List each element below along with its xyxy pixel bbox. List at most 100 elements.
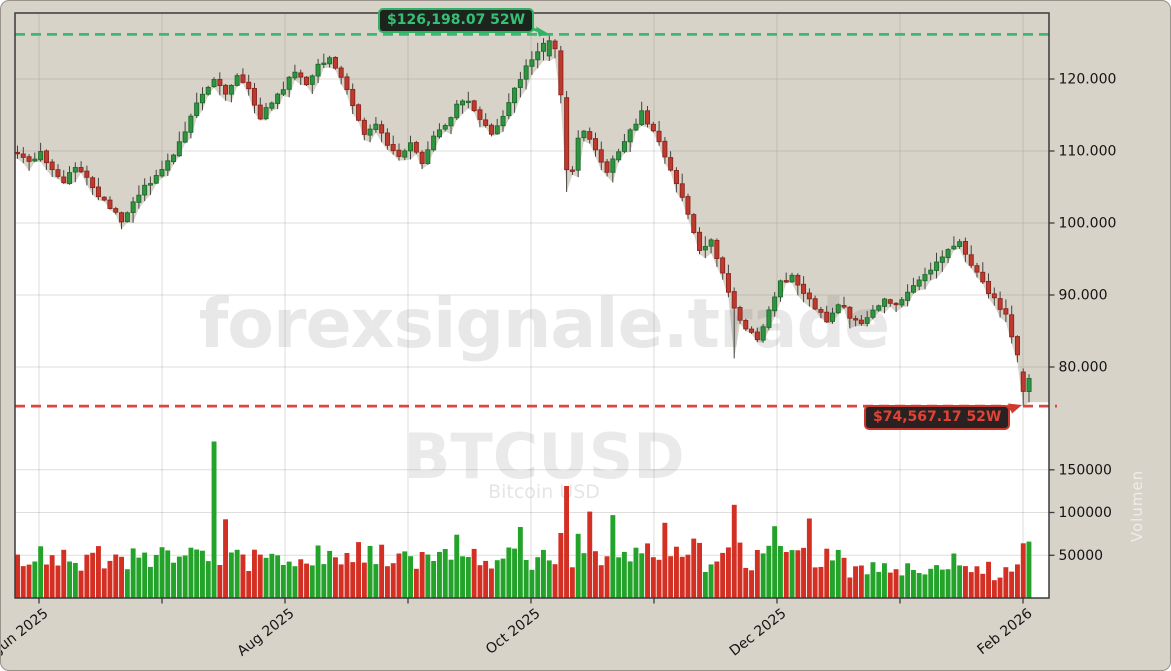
volume-bar bbox=[598, 565, 604, 598]
candle-body bbox=[465, 100, 471, 104]
volume-bar bbox=[604, 556, 610, 598]
volume-bar bbox=[749, 570, 754, 598]
month-tick-label: Jun 2025 bbox=[1, 606, 51, 657]
volume-bar bbox=[72, 563, 78, 598]
volume-bar bbox=[668, 556, 674, 598]
candle-body bbox=[211, 79, 217, 88]
volume-bar bbox=[593, 551, 598, 598]
volume-bar bbox=[55, 565, 61, 598]
candle-body bbox=[673, 170, 679, 185]
candle-body bbox=[801, 283, 807, 294]
candle-body bbox=[529, 59, 535, 67]
candle-body bbox=[899, 299, 905, 306]
candle-body bbox=[298, 72, 304, 78]
candle-body bbox=[471, 100, 477, 112]
volume-bar bbox=[234, 549, 240, 598]
volume-bar bbox=[616, 557, 622, 598]
volume-bar bbox=[991, 580, 997, 598]
candle-body bbox=[546, 40, 552, 57]
candle-body bbox=[720, 257, 726, 274]
volume-bar bbox=[662, 522, 668, 598]
volume-bar bbox=[67, 561, 72, 598]
volume-bar bbox=[587, 511, 593, 598]
candle-body bbox=[14, 151, 20, 155]
volume-bar bbox=[922, 574, 928, 598]
volume-bar bbox=[396, 553, 402, 598]
volume-bar bbox=[674, 546, 679, 598]
volume-bar bbox=[766, 545, 772, 598]
candle-body bbox=[604, 161, 610, 173]
candle-body bbox=[777, 280, 783, 298]
volume-bar bbox=[546, 560, 552, 598]
candle-body bbox=[78, 167, 84, 173]
candle-body bbox=[685, 196, 691, 215]
candle-body bbox=[766, 309, 772, 328]
candle-body bbox=[153, 175, 159, 184]
candle-body bbox=[436, 129, 442, 138]
volume-bar bbox=[124, 569, 130, 598]
volume-bar bbox=[32, 561, 38, 598]
candle-body bbox=[205, 86, 211, 95]
candle-body bbox=[246, 81, 252, 90]
candle-body bbox=[668, 157, 674, 171]
volume-bar bbox=[564, 486, 569, 598]
volume-bar bbox=[483, 560, 489, 598]
candle-body bbox=[645, 110, 651, 125]
volume-bar bbox=[726, 547, 731, 598]
candle-body bbox=[812, 298, 818, 310]
candle-body bbox=[876, 305, 882, 311]
candle-body bbox=[315, 63, 321, 77]
volume-bar bbox=[847, 577, 853, 598]
volume-bar bbox=[986, 561, 991, 598]
volume-bar bbox=[338, 564, 344, 598]
candle-body bbox=[84, 170, 90, 178]
candle-body bbox=[928, 269, 934, 275]
candle-body bbox=[55, 169, 61, 177]
candle-body bbox=[535, 51, 541, 61]
volume-bar bbox=[1009, 571, 1015, 598]
candle-body bbox=[165, 160, 171, 171]
candle-body bbox=[772, 296, 778, 312]
volume-bar bbox=[506, 547, 512, 598]
volume-bar bbox=[945, 569, 951, 598]
month-tick-label: Aug 2025 bbox=[234, 606, 297, 660]
candle-body bbox=[327, 57, 333, 65]
candle-body bbox=[506, 102, 512, 117]
volume-bar bbox=[101, 568, 107, 598]
volume-bar bbox=[460, 556, 465, 598]
candle-body bbox=[390, 144, 396, 152]
candle-body bbox=[72, 167, 78, 173]
candle-body bbox=[483, 119, 489, 126]
candle-body bbox=[356, 104, 362, 121]
volume-bar bbox=[702, 572, 708, 598]
volume-bar bbox=[529, 569, 535, 598]
volume-bar bbox=[928, 568, 934, 598]
volume-bar bbox=[211, 441, 217, 598]
candle-body bbox=[460, 100, 466, 106]
volume-bar bbox=[315, 545, 321, 598]
volume-bar bbox=[367, 545, 373, 598]
volume-bar bbox=[772, 526, 778, 598]
volume-bar bbox=[517, 527, 523, 598]
volume-bar bbox=[15, 554, 20, 598]
candle-body bbox=[442, 125, 448, 130]
candle-body bbox=[795, 274, 801, 286]
volume-bar bbox=[171, 562, 176, 598]
axis-tick-label: 50000 bbox=[1059, 548, 1104, 564]
candle-body bbox=[922, 274, 928, 282]
candle-body bbox=[945, 249, 951, 259]
volume-bar bbox=[489, 568, 494, 598]
candle-body bbox=[962, 241, 968, 255]
volume-bar bbox=[916, 573, 922, 598]
volume-bar bbox=[176, 556, 182, 598]
candle-body bbox=[968, 254, 974, 266]
candle-body bbox=[280, 89, 286, 95]
volume-bar bbox=[650, 557, 656, 598]
volume-bar bbox=[471, 548, 477, 598]
volume-bar bbox=[939, 569, 945, 598]
volume-bar bbox=[957, 565, 963, 598]
volume-bar bbox=[685, 554, 691, 598]
candle-body bbox=[934, 261, 940, 271]
volume-bar bbox=[697, 542, 702, 598]
volume-bar bbox=[778, 546, 783, 598]
